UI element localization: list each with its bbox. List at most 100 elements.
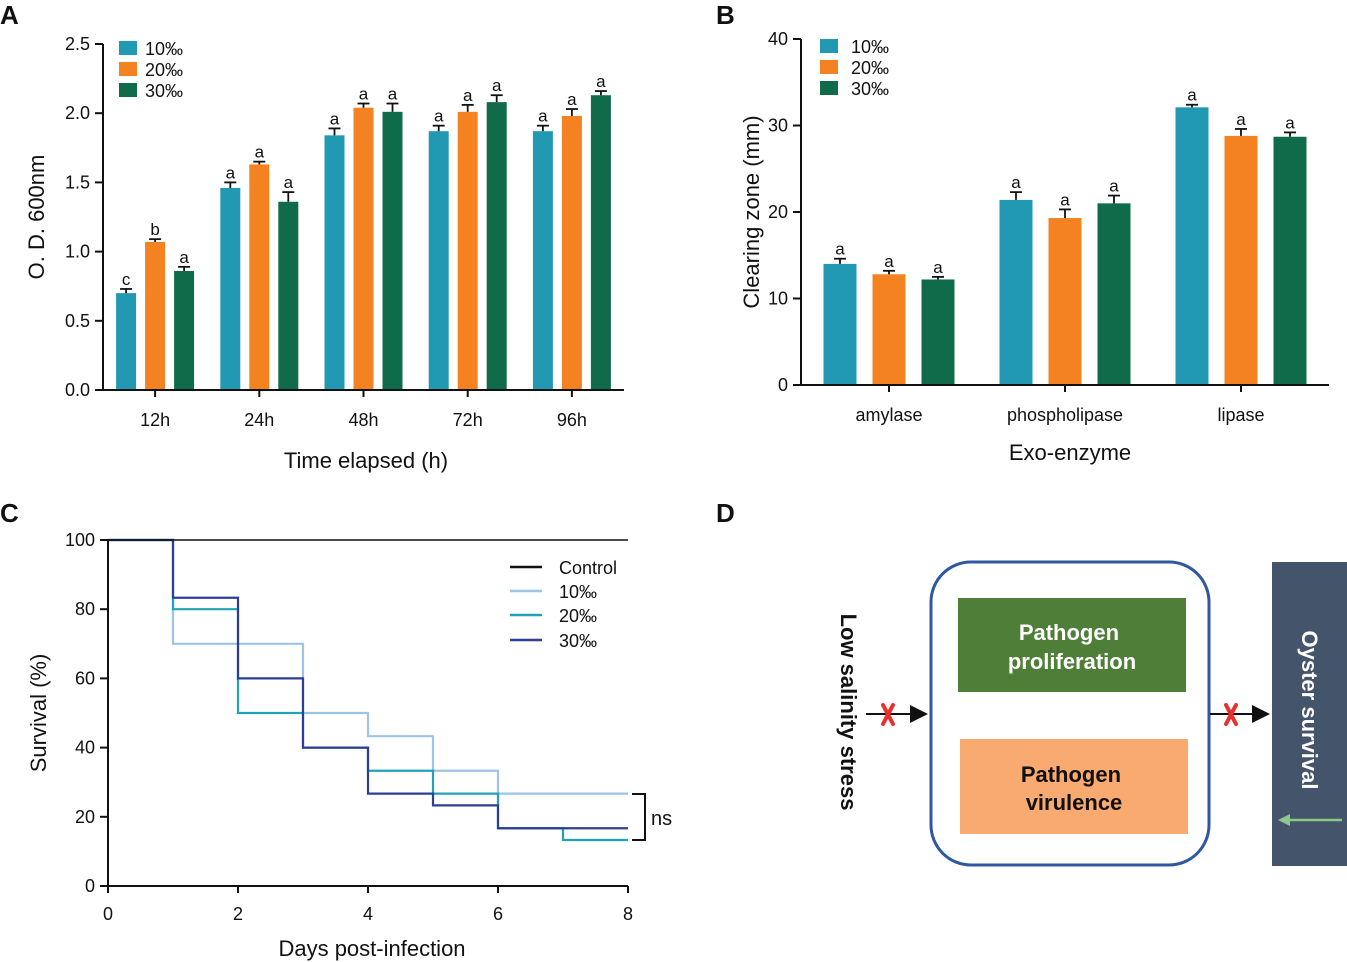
sig-label-a-3-0: a — [434, 107, 444, 126]
bar-a-3-1 — [457, 111, 478, 390]
x-tick-label-c-4: 8 — [623, 904, 633, 924]
bar-a-1-0 — [220, 187, 241, 390]
box-proliferation-label: Pathogen proliferation — [1008, 620, 1136, 674]
legend-a-label-10: 10‰ — [145, 39, 183, 59]
panel-a-xlabel: Time elapsed (h) — [284, 448, 448, 473]
panel-c-ns-bracket — [632, 793, 646, 841]
y-tick-label-a-0: 0.0 — [65, 380, 90, 400]
sig-label-a-4-1: a — [567, 90, 577, 109]
output-arrow — [1210, 705, 1270, 723]
panel-letter-d: D — [716, 498, 735, 528]
panel-a-errorbars — [120, 90, 607, 294]
legend-c-label-20: 20‰ — [559, 606, 597, 626]
x-tick-label-a-0: 12h — [140, 410, 170, 430]
green-arrow-icon — [1278, 814, 1342, 826]
bar-a-0-1 — [145, 241, 166, 390]
y-tick-label-c-4: 80 — [75, 599, 95, 619]
sig-label-a-0-0: c — [122, 270, 131, 289]
y-tick-label-c-5: 100 — [65, 530, 95, 550]
panel-letter-a: A — [0, 0, 19, 30]
bar-a-0-2 — [174, 270, 195, 390]
x-tick-label-a-1: 24h — [244, 410, 274, 430]
legend-a-swatch-20 — [119, 62, 137, 76]
panel-c-xlabel: Days post-infection — [278, 936, 465, 961]
bar-a-3-2 — [486, 102, 507, 391]
legend-b-label-10: 10‰ — [851, 37, 889, 57]
panel-b-errorbars — [834, 103, 1296, 280]
sig-label-b-2-2: a — [1285, 113, 1295, 132]
bar-a-4-2 — [590, 95, 611, 390]
bar-b-0-1 — [872, 274, 906, 385]
y-tick-label-a-2: 1.0 — [65, 242, 90, 262]
y-tick-label-b-3: 30 — [768, 116, 788, 136]
sig-label-a-2-1: a — [359, 85, 369, 104]
bar-a-2-1 — [353, 107, 374, 390]
y-tick-label-a-1: 0.5 — [65, 311, 90, 331]
legend-c-label-10: 10‰ — [559, 582, 597, 602]
sig-label-b-1-2: a — [1109, 177, 1119, 196]
x-tick-label-b-2: lipase — [1217, 405, 1264, 425]
panel-c-legend: Control 10‰ 20‰ 30‰ — [510, 558, 617, 651]
y-tick-label-a-5: 2.5 — [65, 34, 90, 54]
y-tick-label-a-3: 1.5 — [65, 172, 90, 192]
output-label: Oyster survival — [1297, 631, 1322, 790]
panel-b-xlabel: Exo-enzyme — [1009, 440, 1131, 465]
panel-letter-c: C — [0, 498, 19, 528]
bar-a-4-1 — [561, 115, 582, 390]
bar-a-1-1 — [249, 164, 270, 390]
bar-b-2-0 — [1175, 107, 1209, 386]
legend-c-label-control: Control — [559, 558, 617, 578]
blocked-x-icon — [881, 703, 895, 726]
sig-label-a-1-2: a — [284, 173, 294, 192]
legend-a-swatch-30 — [119, 83, 137, 97]
output-bar — [1272, 562, 1347, 866]
y-tick-label-c-0: 0 — [85, 876, 95, 896]
x-tick-label-a-2: 48h — [348, 410, 378, 430]
legend-b-swatch-20 — [820, 60, 838, 74]
panel-a-y-ticks: 0.0 0.5 1.0 1.5 2.0 2.5 — [65, 34, 103, 400]
bar-b-0-0 — [823, 263, 857, 385]
panel-a-bars — [116, 95, 611, 391]
input-label: Low salinity stress — [836, 614, 861, 811]
panel-b-sig-labels: a a a a a a a a a — [835, 86, 1295, 277]
sig-label-a-2-0: a — [330, 109, 340, 128]
survival-line-10 — [108, 538, 628, 795]
panel-b-bars — [823, 107, 1307, 386]
sig-label-a-0-2: a — [179, 248, 189, 267]
y-tick-label-b-1: 10 — [768, 289, 788, 309]
sig-label-b-0-2: a — [933, 258, 943, 277]
panel-d: D Low salinity stress Pathogen prolifera… — [716, 498, 1347, 867]
legend-b-label-20: 20‰ — [851, 58, 889, 78]
sig-label-b-1-1: a — [1060, 190, 1070, 209]
legend-a-label-20: 20‰ — [145, 60, 183, 80]
panel-a-x-ticks: 12h 24h 48h 72h 96h — [140, 390, 587, 430]
bar-a-2-2 — [382, 111, 403, 390]
bar-b-2-2 — [1273, 136, 1307, 385]
y-tick-label-b-4: 40 — [768, 29, 788, 49]
panel-b: B a a a a a a a a a 0 10 20 30 40 amylase phospholipa… — [716, 0, 1329, 465]
bar-b-1-0 — [999, 199, 1033, 385]
panel-c-ns-label: ns — [651, 808, 672, 830]
y-tick-label-a-4: 2.0 — [65, 103, 90, 123]
box-virulence-line1: Pathogen — [1021, 762, 1121, 787]
sig-label-a-3-1: a — [463, 86, 473, 105]
x-tick-label-a-3: 72h — [453, 410, 483, 430]
x-tick-label-c-1: 2 — [233, 904, 243, 924]
legend-a-swatch-10 — [119, 41, 137, 55]
x-tick-label-b-0: amylase — [855, 405, 922, 425]
y-tick-label-c-2: 40 — [75, 738, 95, 758]
legend-b-swatch-10 — [820, 39, 838, 53]
bar-a-0-0 — [116, 293, 137, 390]
sig-label-b-0-1: a — [884, 252, 894, 271]
sig-label-a-1-0: a — [226, 163, 236, 182]
panel-letter-b: B — [716, 0, 735, 30]
panel-c-x-ticks: 0 2 4 6 8 — [103, 886, 633, 924]
box-proliferation — [958, 598, 1186, 692]
input-arrow — [866, 705, 928, 723]
panel-c-lines — [108, 538, 628, 842]
sig-label-a-4-2: a — [596, 72, 606, 91]
y-tick-label-b-2: 20 — [768, 202, 788, 222]
